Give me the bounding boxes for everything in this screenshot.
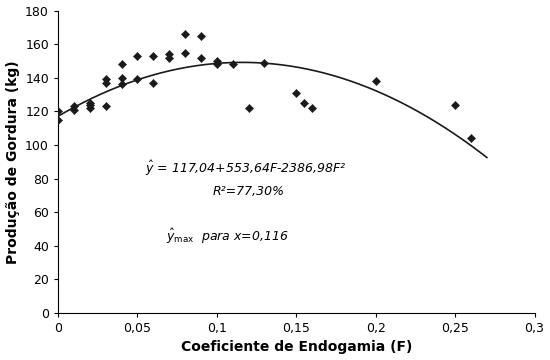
Point bbox=[466, 135, 475, 141]
Point bbox=[101, 103, 110, 109]
X-axis label: Coeficiente de Endogamia (F): Coeficiente de Endogamia (F) bbox=[180, 341, 412, 355]
Point bbox=[196, 55, 205, 60]
Point bbox=[101, 77, 110, 82]
Point bbox=[53, 108, 62, 114]
Point bbox=[181, 50, 190, 55]
Point bbox=[69, 103, 78, 109]
Point bbox=[133, 77, 142, 82]
Point bbox=[149, 53, 158, 59]
Point bbox=[308, 105, 317, 111]
Point bbox=[117, 75, 126, 81]
Point bbox=[450, 102, 459, 108]
Point bbox=[85, 105, 94, 111]
Point bbox=[117, 62, 126, 67]
Point bbox=[212, 58, 221, 64]
Point bbox=[260, 60, 269, 66]
Point bbox=[212, 62, 221, 67]
Text: $\hat{y}_{\mathrm{max}}$  para x=0,116: $\hat{y}_{\mathrm{max}}$ para x=0,116 bbox=[166, 226, 289, 246]
Point bbox=[165, 51, 174, 57]
Point bbox=[101, 80, 110, 86]
Y-axis label: Produção de Gordura (kg): Produção de Gordura (kg) bbox=[6, 60, 20, 264]
Point bbox=[371, 78, 380, 84]
Point bbox=[165, 55, 174, 60]
Point bbox=[117, 82, 126, 87]
Point bbox=[85, 102, 94, 108]
Text: R²=77,30%: R²=77,30% bbox=[213, 185, 284, 198]
Point bbox=[228, 62, 237, 67]
Point bbox=[292, 90, 301, 96]
Point bbox=[53, 117, 62, 123]
Point bbox=[196, 33, 205, 39]
Point bbox=[85, 100, 94, 106]
Point bbox=[133, 53, 142, 59]
Point bbox=[149, 80, 158, 86]
Point bbox=[244, 105, 253, 111]
Text: $\hat{y}$ = 117,04+553,64F-2386,98F²: $\hat{y}$ = 117,04+553,64F-2386,98F² bbox=[145, 159, 347, 179]
Point bbox=[181, 31, 190, 37]
Point bbox=[69, 107, 78, 113]
Point bbox=[300, 100, 309, 106]
